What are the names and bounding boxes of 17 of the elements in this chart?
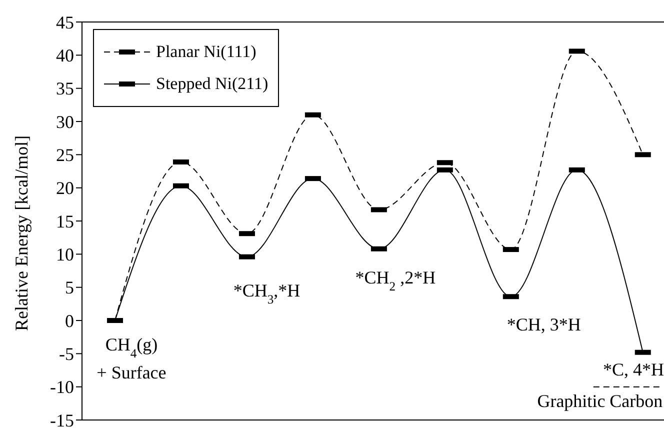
annotation: *C, 4*H xyxy=(602,360,664,380)
ref-line-label: Graphitic Carbon xyxy=(537,390,663,411)
y-tick-label: -15 xyxy=(50,410,74,430)
y-tick-label: 5 xyxy=(65,278,74,298)
y-tick-label: 0 xyxy=(65,310,74,331)
y-tick-label: 40 xyxy=(56,46,74,66)
annotation: CH$_{4}$(g) + Surface xyxy=(96,334,166,382)
y-tick-label: 20 xyxy=(56,178,74,198)
y-tick-label: 10 xyxy=(56,244,74,265)
y-axis-title: Relative Energy [kcal/mol] xyxy=(11,135,32,331)
y-tick-label: 15 xyxy=(56,211,74,232)
y-tick-label: -10 xyxy=(50,377,74,398)
y-tick-label: -5 xyxy=(59,344,74,364)
y-tick-label: 30 xyxy=(56,112,74,132)
y-tick-label: 45 xyxy=(56,12,74,32)
y-tick-label: 35 xyxy=(56,78,74,99)
y-tick-label: 25 xyxy=(56,145,74,166)
